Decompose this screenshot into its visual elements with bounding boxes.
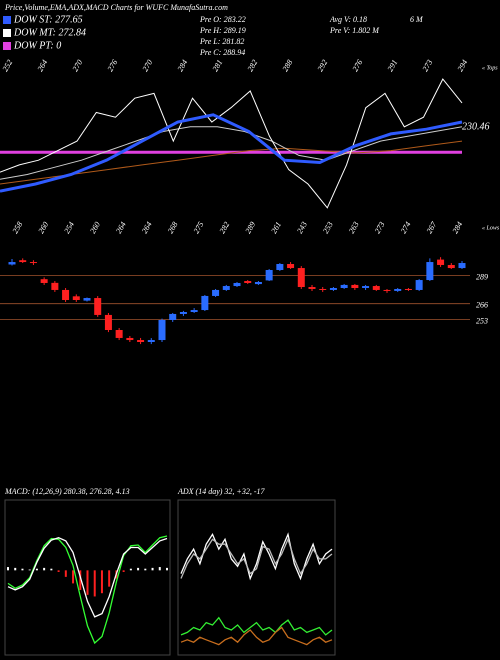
candle-body [94, 298, 102, 315]
candle-body [415, 280, 423, 290]
candle-body [179, 312, 187, 314]
info-text: Pre V: 1.802 M [329, 26, 380, 35]
candle-body [169, 313, 177, 320]
legend-label: DOW ST: 277.65 [13, 14, 83, 25]
candle-body [8, 262, 16, 265]
series-line [180, 626, 333, 646]
series-line [180, 532, 333, 581]
candle-body [158, 319, 166, 341]
candle-body [308, 287, 316, 289]
candle-body [437, 259, 445, 265]
candle-body [319, 288, 327, 290]
legend-swatch [3, 16, 11, 24]
candle-body [137, 340, 145, 342]
candle-body [51, 282, 59, 290]
candle-body [40, 279, 48, 283]
candle-body [29, 262, 37, 264]
candle-body [19, 260, 27, 263]
candle-body [351, 284, 359, 288]
candle-body [233, 282, 241, 287]
chart-title: Price,Volume,EMA,ADX,MACD Charts for WUF… [4, 3, 228, 12]
candle-body [426, 262, 434, 281]
candle-body [372, 286, 380, 290]
candle-body [383, 289, 391, 291]
info-text: Pre H: 289.19 [199, 26, 246, 35]
info-text: Pre C: 288.94 [199, 48, 245, 57]
candle-body [458, 263, 466, 269]
candle-body [276, 264, 284, 270]
candle-body [254, 282, 262, 285]
adx-label: ADX (14 day) 32, +32, -17 [177, 487, 265, 496]
candle-body [126, 337, 134, 341]
info-text: Pre L: 281.82 [199, 37, 244, 46]
price-tick-label: 289 [476, 272, 488, 281]
series-line [0, 126, 463, 180]
macd-frame [4, 499, 171, 656]
candle-body [447, 264, 455, 269]
candle-body [104, 314, 112, 330]
series-line [180, 537, 333, 579]
candle-body [340, 284, 348, 288]
series-line [7, 537, 168, 618]
candle-body [362, 286, 370, 288]
candle-body [190, 310, 198, 312]
series-line [0, 78, 463, 209]
candle-body [297, 268, 305, 288]
price-tick-label: 253 [476, 316, 488, 325]
candle-body [329, 288, 337, 290]
legend-swatch [3, 29, 11, 37]
candle-body [404, 288, 412, 290]
tops-label: « Tops [482, 65, 498, 71]
candle-body [394, 288, 402, 291]
info-text: Pre O: 283.22 [199, 15, 246, 24]
adx-frame [177, 499, 336, 656]
legend-swatch [3, 42, 11, 50]
macd-label: MACD: (12,26,9) 280.38, 276.28, 4.13 [4, 487, 130, 496]
candle-body [265, 270, 273, 281]
series-line [0, 113, 463, 193]
candle-body [201, 295, 209, 311]
info-text: 6 M [410, 15, 424, 24]
candle-body [72, 296, 80, 300]
lows-label: « Lows [482, 225, 500, 231]
candle-body [83, 298, 91, 301]
info-text: Avg V: 0.18 [329, 15, 367, 24]
candle-body [222, 286, 230, 290]
legend-label: DOW MT: 272.84 [13, 27, 86, 38]
candle-body [147, 340, 155, 342]
price-tick-label: 266 [476, 301, 488, 310]
candle-body [287, 264, 295, 269]
series-line [180, 616, 333, 636]
candle-body [212, 289, 220, 296]
legend-label: DOW PT: 0 [13, 40, 61, 51]
candle-body [115, 330, 123, 338]
candle-body [244, 281, 252, 283]
candle-body [62, 289, 70, 300]
last-value-label: 230.46 [462, 121, 490, 132]
